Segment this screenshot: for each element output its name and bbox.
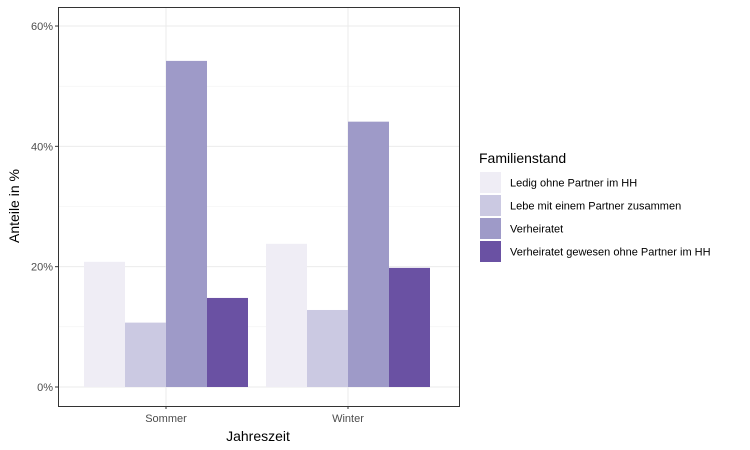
legend: Familienstand Ledig ohne Partner im HH Le… <box>479 150 711 262</box>
legend-label: Ledig ohne Partner im HH <box>510 178 637 190</box>
legend-key <box>480 172 501 193</box>
plot-panel-border <box>58 7 460 407</box>
bar <box>307 309 348 387</box>
x-axis: Sommer Winter <box>145 406 364 425</box>
y-tick-label: 40% <box>31 141 53 153</box>
legend-title: Familienstand <box>479 150 566 166</box>
bars <box>84 60 430 387</box>
y-axis-title: Anteile in % <box>6 169 22 243</box>
bar <box>125 322 166 387</box>
bar <box>166 60 207 387</box>
legend-label: Verheiratet gewesen ohne Partner im HH <box>510 247 711 259</box>
legend-label: Lebe mit einem Partner zusammen <box>510 201 681 213</box>
y-tick-label: 60% <box>31 21 53 33</box>
x-tick-label: Winter <box>332 413 364 425</box>
y-axis: 0% 20% 40% 60% <box>31 21 58 394</box>
legend-key <box>480 241 501 262</box>
legend-key <box>480 218 501 239</box>
legend-label: Verheiratet <box>510 224 563 236</box>
bar <box>84 261 125 387</box>
x-axis-title: Jahreszeit <box>226 428 290 444</box>
y-tick-label: 20% <box>31 262 53 274</box>
y-tick-label: 0% <box>37 382 53 394</box>
legend-key <box>480 195 501 216</box>
x-tick-label: Sommer <box>145 413 187 425</box>
bar <box>348 121 389 387</box>
bar <box>389 267 430 387</box>
bar <box>266 243 307 387</box>
bar <box>207 297 248 387</box>
